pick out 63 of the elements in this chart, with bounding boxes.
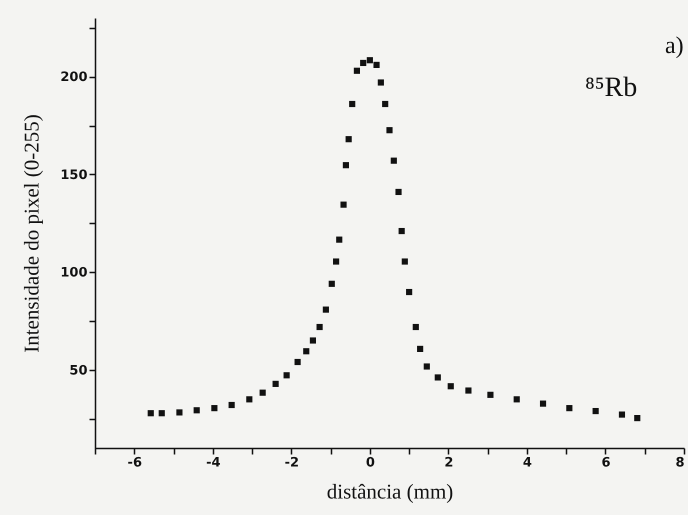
point bbox=[316, 324, 323, 330]
point bbox=[540, 400, 546, 407]
point bbox=[390, 158, 397, 164]
annotation: ⁸⁵Rb bbox=[585, 72, 638, 103]
point bbox=[158, 410, 165, 416]
point bbox=[378, 79, 384, 86]
x-tick-label: 8 bbox=[675, 456, 684, 470]
x-tick-label: -6 bbox=[128, 456, 142, 470]
point bbox=[346, 136, 352, 142]
point bbox=[349, 100, 356, 108]
point bbox=[211, 405, 218, 412]
point bbox=[424, 363, 430, 370]
point bbox=[310, 337, 316, 344]
point bbox=[566, 405, 572, 412]
point bbox=[592, 408, 599, 414]
y-tick-label: 150 bbox=[60, 168, 88, 183]
point bbox=[322, 306, 329, 313]
point bbox=[514, 396, 520, 402]
point bbox=[382, 100, 388, 108]
point bbox=[148, 410, 154, 416]
point bbox=[228, 402, 235, 408]
point bbox=[260, 390, 266, 396]
point bbox=[360, 60, 366, 66]
x-tick-label: 4 bbox=[522, 456, 532, 470]
point bbox=[176, 409, 183, 416]
point bbox=[395, 188, 402, 196]
point bbox=[434, 374, 441, 381]
point bbox=[284, 372, 290, 378]
point bbox=[303, 348, 310, 354]
point bbox=[412, 324, 419, 330]
x-axis-title: distância (mm) bbox=[326, 480, 454, 504]
point bbox=[366, 57, 373, 64]
x-tick-label: 6 bbox=[601, 456, 610, 470]
y-tick-label: 100 bbox=[60, 266, 88, 281]
point bbox=[634, 415, 640, 422]
point bbox=[386, 127, 393, 134]
point bbox=[328, 280, 335, 287]
x-tick-label: -4 bbox=[206, 456, 221, 470]
point bbox=[618, 411, 626, 418]
point bbox=[294, 358, 301, 366]
annotation: a) bbox=[665, 33, 684, 59]
x-tick-label: 2 bbox=[444, 456, 454, 470]
point bbox=[340, 202, 347, 208]
point bbox=[333, 258, 340, 265]
point bbox=[417, 346, 424, 352]
point bbox=[487, 392, 494, 398]
point bbox=[406, 288, 412, 296]
point bbox=[354, 68, 360, 74]
point bbox=[373, 62, 380, 68]
point bbox=[448, 383, 454, 390]
point bbox=[336, 236, 342, 243]
point bbox=[342, 162, 349, 168]
point bbox=[398, 228, 405, 234]
x-tick-label: 0 bbox=[366, 456, 375, 470]
point bbox=[194, 407, 200, 414]
point bbox=[246, 396, 252, 402]
x-tick-label: -2 bbox=[284, 456, 300, 470]
point bbox=[402, 258, 408, 265]
point bbox=[272, 380, 279, 387]
y-tick-label: 200 bbox=[60, 70, 88, 86]
y-axis-title: Intensidade do pixel (0-255) bbox=[19, 114, 44, 353]
y-tick-label: 50 bbox=[69, 363, 88, 378]
point bbox=[465, 387, 472, 394]
